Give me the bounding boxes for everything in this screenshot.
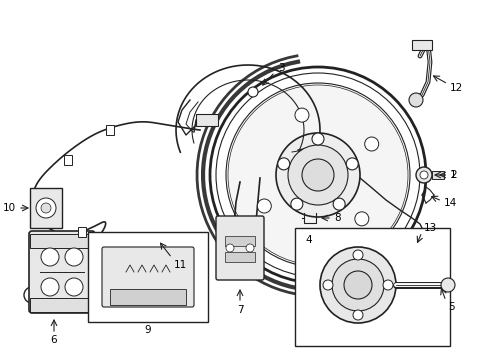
Circle shape (365, 137, 379, 151)
Circle shape (409, 93, 423, 107)
Circle shape (226, 83, 410, 267)
Bar (412, 40, 432, 50)
Bar (110, 289, 186, 305)
Circle shape (41, 248, 59, 266)
Circle shape (36, 198, 56, 218)
Text: 1: 1 (450, 170, 457, 180)
Circle shape (383, 280, 393, 290)
Circle shape (323, 280, 333, 290)
Bar (225, 236, 255, 246)
FancyBboxPatch shape (216, 216, 264, 280)
Circle shape (65, 278, 83, 296)
Text: 4: 4 (305, 235, 312, 245)
Bar (88, 232, 208, 322)
Circle shape (288, 145, 348, 205)
Text: 12: 12 (450, 83, 463, 93)
Circle shape (441, 278, 455, 292)
Text: 3: 3 (278, 63, 285, 73)
FancyBboxPatch shape (102, 247, 194, 307)
Circle shape (353, 250, 363, 260)
Text: 7: 7 (237, 305, 244, 315)
Text: 5: 5 (448, 302, 455, 312)
Bar (432, 171, 444, 179)
Text: 8: 8 (334, 213, 341, 223)
Circle shape (291, 198, 303, 210)
Circle shape (246, 244, 254, 252)
Bar (295, 228, 450, 346)
Circle shape (416, 167, 432, 183)
Circle shape (276, 133, 360, 217)
Bar (30, 234, 94, 248)
Text: 9: 9 (145, 325, 151, 335)
Circle shape (257, 199, 271, 213)
Bar (126, 273, 134, 283)
Text: 14: 14 (444, 198, 457, 208)
Text: 11: 11 (174, 260, 187, 270)
Circle shape (411, 249, 421, 259)
Circle shape (312, 133, 324, 145)
FancyBboxPatch shape (29, 231, 95, 313)
Circle shape (41, 278, 59, 296)
Circle shape (302, 159, 334, 191)
Bar (64, 155, 72, 165)
Circle shape (420, 171, 428, 179)
Circle shape (332, 259, 384, 311)
Bar (30, 188, 62, 228)
Bar (78, 227, 86, 237)
Circle shape (353, 310, 363, 320)
Circle shape (226, 244, 234, 252)
Circle shape (278, 158, 290, 170)
Circle shape (344, 271, 372, 299)
Circle shape (333, 198, 345, 210)
Text: 13: 13 (424, 223, 437, 233)
Bar (30, 298, 94, 312)
Circle shape (355, 212, 369, 226)
Circle shape (346, 158, 358, 170)
Circle shape (65, 248, 83, 266)
Bar (196, 114, 218, 126)
Circle shape (320, 247, 396, 323)
Text: 2: 2 (450, 170, 457, 180)
Bar (225, 252, 255, 262)
Circle shape (41, 203, 51, 213)
Circle shape (295, 108, 309, 122)
Bar (106, 125, 114, 135)
Text: 6: 6 (50, 335, 57, 345)
Text: 10: 10 (3, 203, 16, 213)
Circle shape (248, 87, 258, 97)
